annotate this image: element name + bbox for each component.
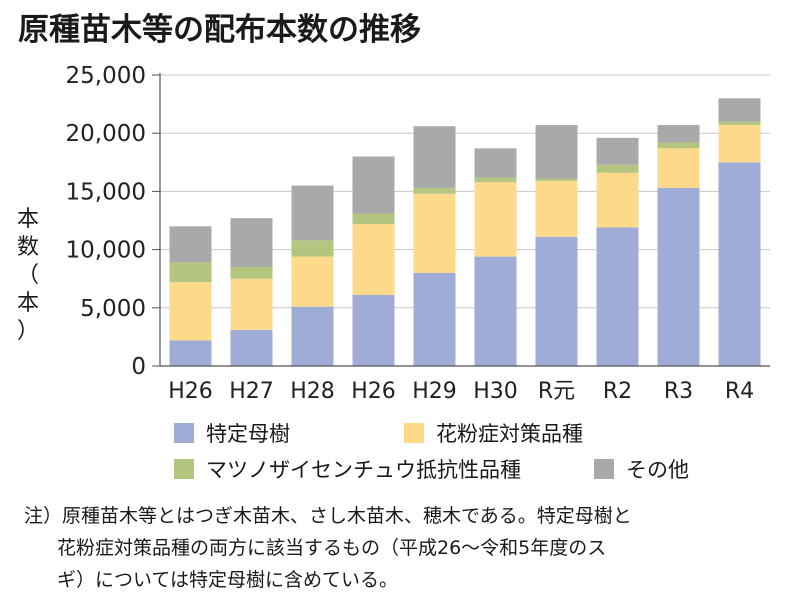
bar-segment (230, 329, 273, 366)
bar-segment (352, 294, 395, 366)
bar-segment (535, 180, 578, 237)
bar-segment (596, 227, 639, 366)
bar-segment (352, 223, 395, 295)
bar-segment (718, 162, 761, 366)
bar-segment (474, 256, 517, 366)
bar-segment (413, 187, 456, 194)
bar-segment (413, 193, 456, 273)
bar-segment (291, 240, 334, 257)
footnote-line: ギ）については特定母樹に含めている。 (57, 569, 399, 591)
axes (152, 73, 770, 367)
x-tick-label: R2 (603, 379, 632, 400)
bar-segment (230, 218, 273, 268)
bar-segment (291, 256, 334, 307)
y-tick-label: 5,000 (80, 296, 146, 322)
y-axis-label-char: 本 (16, 207, 39, 232)
bar-segment (718, 98, 761, 122)
x-tick-label: H28 (290, 379, 335, 400)
y-tick-label: 10,000 (66, 238, 146, 264)
bar-segment (535, 125, 578, 179)
y-axis-label-char: （ (16, 263, 39, 288)
footnote-line: 花粉症対策品種の両方に該当するもの（平成26～令和5年度のス (57, 537, 607, 559)
legend-label: 特定母樹 (206, 422, 290, 446)
bar-segment (352, 213, 395, 224)
x-tick-label: R4 (725, 379, 754, 400)
x-tick-label: R3 (664, 379, 693, 400)
footnote: 注）原種苗木等とはつぎ木苗木、さし木苗木、穂木である。特定母樹と 花粉症対策品種… (24, 500, 784, 596)
bar-segment (657, 125, 700, 143)
y-tick-label: 0 (131, 354, 146, 380)
bar-segment (718, 125, 761, 163)
legend-swatch-icon (174, 423, 194, 443)
bar-segment (169, 340, 212, 366)
bar-segment (474, 182, 517, 257)
legend-item-kafunsho-taisaku: 花粉症対策品種 (404, 418, 583, 448)
y-tick-label: 25,000 (66, 63, 146, 89)
x-tick-label: H29 (412, 379, 457, 400)
bar-segment (169, 282, 212, 341)
y-axis-label: 本 数 （ 本 ） (14, 206, 42, 346)
bar-segment (596, 164, 639, 173)
x-tick-label: R元 (538, 379, 575, 400)
legend-item-sonota: その他 (594, 454, 689, 484)
legend-swatch-icon (174, 459, 194, 479)
bar-segment (291, 306, 334, 366)
bar-segment (718, 121, 761, 126)
y-tick-label: 20,000 (66, 121, 146, 147)
chart-title: 原種苗木等の配布本数の推移 (18, 12, 421, 48)
y-axis-label-char: 数 (16, 235, 39, 260)
x-tick-label: H26 (351, 379, 396, 400)
y-tick-label: 15,000 (66, 179, 146, 205)
bar-segment (230, 267, 273, 279)
x-tick-label: H26 (168, 379, 213, 400)
bar-segment (230, 278, 273, 330)
y-axis-label-char: ） (16, 319, 39, 344)
bar-segment (474, 177, 517, 183)
bar-segment (657, 148, 700, 188)
bar-segment (169, 226, 212, 263)
bars (169, 98, 761, 366)
bar-segment (596, 137, 639, 165)
bar-segment (352, 156, 395, 214)
x-tick-label: H30 (473, 379, 518, 400)
tick-labels: 0 5,000 10,000 15,000 20,000 25,000 H26 H27 H28 H… (66, 63, 755, 400)
legend-swatch-icon (404, 423, 424, 443)
bar-segment (474, 148, 517, 178)
bar-segment (535, 178, 578, 181)
legend-item-tokutei-boju: 特定母樹 (174, 418, 290, 448)
bar-segment (169, 262, 212, 283)
legend-label: その他 (626, 458, 689, 482)
legend-label: 花粉症対策品種 (436, 422, 583, 446)
bar-segment (413, 272, 456, 366)
legend-swatch-icon (594, 459, 614, 479)
y-axis-label-char: 本 (16, 291, 39, 316)
bar-segment (535, 236, 578, 366)
x-tick-label: H27 (229, 379, 274, 400)
bar-segment (596, 172, 639, 228)
stacked-bar-chart: 0 5,000 10,000 15,000 20,000 25,000 H26 H27 H28 H… (66, 63, 770, 400)
bar-segment (657, 187, 700, 366)
bar-segment (657, 142, 700, 149)
bar-segment (413, 126, 456, 188)
legend-label: マツノザイセンチュウ抵抗性品種 (206, 458, 521, 482)
legend-item-matsunozai-teikousei: マツノザイセンチュウ抵抗性品種 (174, 454, 521, 484)
footnote-line: 注）原種苗木等とはつぎ木苗木、さし木苗木、穂木である。特定母樹と (24, 505, 632, 527)
bar-segment (291, 185, 334, 241)
